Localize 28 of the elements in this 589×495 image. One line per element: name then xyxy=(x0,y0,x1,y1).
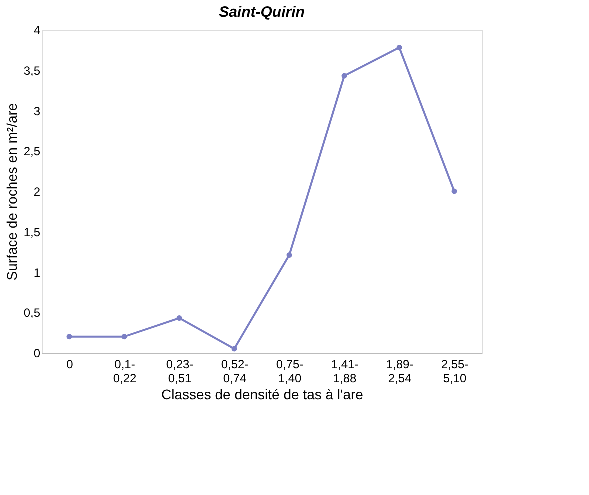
x-tick-label: 0 xyxy=(66,358,74,372)
point xyxy=(176,316,182,322)
x-tick-label: 1,89-2,54 xyxy=(386,358,414,386)
y-tick-label: 2 xyxy=(34,185,41,199)
point xyxy=(342,73,348,79)
chart-title: Saint-Quirin xyxy=(219,4,305,21)
x-tick-label: 0,75-1,40 xyxy=(276,358,304,386)
x-tick-label: 0,52-0,74 xyxy=(221,358,249,386)
y-tick-label: 0 xyxy=(34,346,41,360)
point xyxy=(66,334,72,340)
point xyxy=(452,188,458,194)
x-axis-title: Classes de densité de tas à l'are xyxy=(162,386,364,402)
point xyxy=(286,252,292,258)
point xyxy=(122,334,128,340)
point xyxy=(232,346,238,352)
x-tick-label: 0,1-0,22 xyxy=(113,358,137,386)
y-tick-label: 4 xyxy=(34,24,41,38)
point xyxy=(396,45,402,50)
y-axis-title: Surface de roches en m²/are xyxy=(4,103,20,281)
y-tick-label: 3,5 xyxy=(24,64,41,78)
y-tick-label: 2,5 xyxy=(24,144,41,159)
y-tick-label: 3 xyxy=(34,104,41,118)
x-tick-label: 0,23-0,51 xyxy=(166,358,194,386)
x-tick-label: 2,55-5,10 xyxy=(441,358,469,386)
y-tick-label: 1,5 xyxy=(24,225,41,240)
y-tick-label: 0,5 xyxy=(24,306,41,320)
x-tick-label: 1,41-1,88 xyxy=(331,358,359,386)
y-tick-label: 1 xyxy=(34,266,41,280)
